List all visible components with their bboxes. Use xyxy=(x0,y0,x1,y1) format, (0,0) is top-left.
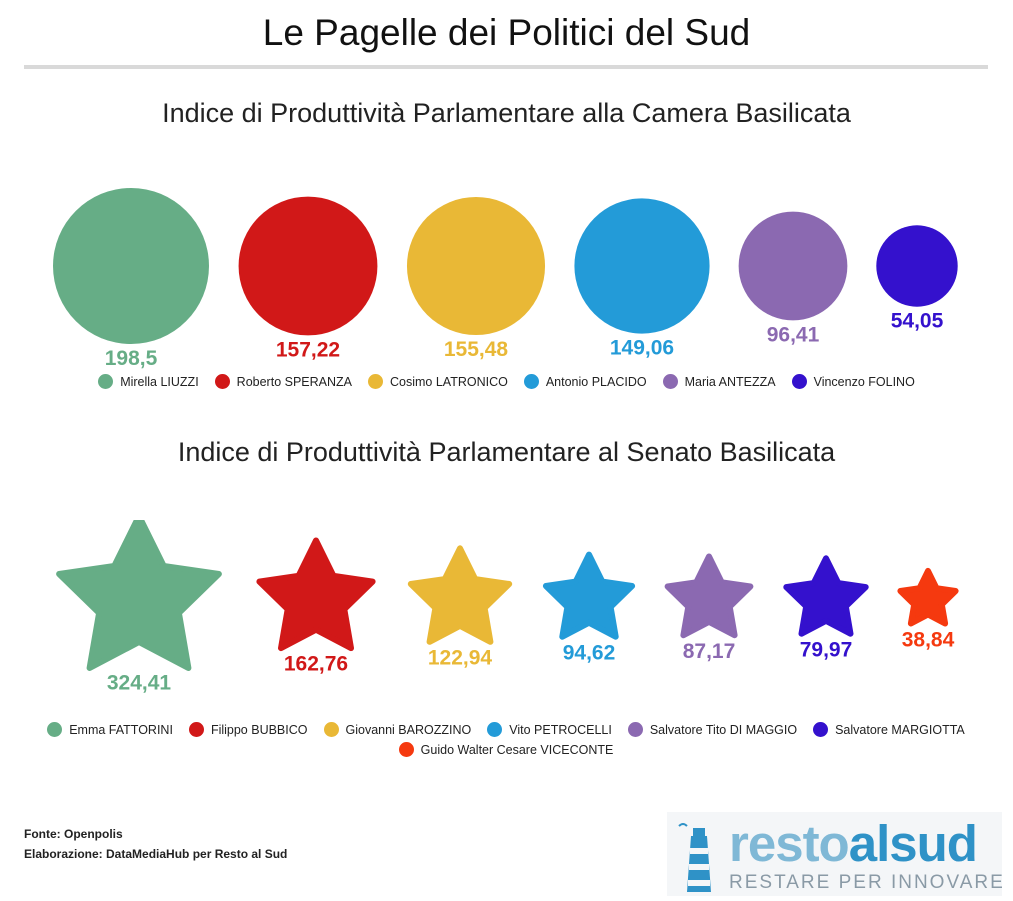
legend-item-salvatore-margiotta: Salvatore MARGIOTTA xyxy=(813,721,965,738)
value-label-roberto-speranza: 157,22 xyxy=(276,338,340,361)
legend-item-cosimo-latronico: Cosimo LATRONICO xyxy=(368,373,508,390)
legend-swatch xyxy=(627,722,643,737)
value-label-maria-antezza: 96,41 xyxy=(767,323,820,346)
legend-item-guido-walter-cesare-viceconte: Guido Walter Cesare VICECONTE xyxy=(398,741,614,758)
footer-notes: Fonte: Openpolis Elaborazione: DataMedia… xyxy=(24,824,287,864)
value-label-salvatore-margiotta: 79,97 xyxy=(800,639,853,662)
star-filippo-bubbico xyxy=(256,537,376,652)
legend-label: Salvatore MARGIOTTA xyxy=(835,722,965,737)
legend-swatch xyxy=(813,722,829,737)
bubble-vincenzo-folino xyxy=(876,225,958,307)
star-guido-walter-cesare-viceconte xyxy=(897,567,959,627)
star-salvatore-margiotta xyxy=(783,555,869,637)
legend-swatch xyxy=(368,374,383,389)
star-salvatore-tito-di-maggio xyxy=(664,553,754,639)
legend-swatch xyxy=(323,722,339,737)
legend-swatch xyxy=(487,722,503,737)
value-label-emma-fattorini: 324,41 xyxy=(107,672,172,695)
camera-chart-title: Indice di Produttività Parlamentare alla… xyxy=(162,98,851,128)
page-title: Le Pagelle dei Politici del Sud xyxy=(262,12,751,53)
logo-wordmark-pre: resto xyxy=(729,815,850,872)
legend-label: Antonio PLACIDO xyxy=(545,374,647,389)
legend-label: Vincenzo FOLINO xyxy=(813,374,915,389)
value-label-mirella-liuzzi: 198,5 xyxy=(105,347,158,370)
legend-label: Salvatore Tito DI MAGGIO xyxy=(649,722,798,737)
value-label-vito-petrocelli: 94,62 xyxy=(563,641,616,664)
legend-swatch xyxy=(47,722,63,737)
legend-item-mirella-liuzzi: Mirella LIUZZI xyxy=(98,373,199,390)
legend-item-emma-fattorini: Emma FATTORINI xyxy=(47,721,173,738)
value-label-guido-walter-cesare-viceconte: 38,84 xyxy=(902,629,955,652)
lighthouse-icon xyxy=(678,823,711,892)
legend-swatch xyxy=(523,374,539,389)
senato-star-chart: 324,41 162,76 122,94 94,62 87,17 79,97 38,84 xyxy=(56,520,959,695)
title-divider xyxy=(24,65,988,69)
logo-tagline: RESTARE PER INNOVARE xyxy=(729,872,1005,893)
senato-chart-title: Indice di Produttività Parlamentare al S… xyxy=(177,437,836,467)
senato-legend: Emma FATTORINI Filippo BUBBICO Giovanni BA… xyxy=(6,721,1006,758)
bubble-mirella-liuzzi xyxy=(53,188,209,344)
legend-item-giovanni-barozzino: Giovanni BAROZZINO xyxy=(323,721,472,738)
legend-label: Mirella LIUZZI xyxy=(120,374,199,389)
credit-note: Elaborazione: DataMediaHub per Resto al … xyxy=(24,847,288,861)
legend-item-salvatore-tito-di-maggio: Salvatore Tito DI MAGGIO xyxy=(627,721,798,738)
bubble-antonio-placido xyxy=(574,198,710,334)
legend-item-maria-antezza: Maria ANTEZZA xyxy=(662,373,776,390)
value-label-antonio-placido: 149,06 xyxy=(610,337,674,360)
value-label-filippo-bubbico: 162,76 xyxy=(284,652,348,675)
legend-item-filippo-bubbico: Filippo BUBBICO xyxy=(188,721,308,738)
star-giovanni-barozzino xyxy=(407,545,513,645)
legend-item-vincenzo-folino: Vincenzo FOLINO xyxy=(791,373,915,390)
camera-legend: Mirella LIUZZI Roberto SPERANZA Cosimo LAT… xyxy=(0,373,1013,390)
legend-swatch xyxy=(98,374,114,389)
camera-bubble-chart: 198,5 157,22 155,48 149,06 96,41 54,05 xyxy=(53,188,958,370)
legend-label: Vito PETROCELLI xyxy=(509,722,612,737)
legend-label: Filippo BUBBICO xyxy=(210,722,308,737)
logo-wordmark-post: alsud xyxy=(848,815,978,872)
legend-item-antonio-placido: Antonio PLACIDO xyxy=(523,373,647,390)
legend-label: Roberto SPERANZA xyxy=(236,374,352,389)
star-vito-petrocelli xyxy=(542,551,636,640)
legend-item-vito-petrocelli: Vito PETROCELLI xyxy=(487,721,612,738)
source-note: Fonte: Openpolis xyxy=(24,827,123,841)
value-label-vincenzo-folino: 54,05 xyxy=(891,310,944,333)
legend-item-roberto-speranza: Roberto SPERANZA xyxy=(214,373,352,390)
legend-label: Guido Walter Cesare VICECONTE xyxy=(420,742,614,757)
legend-swatch xyxy=(662,374,678,389)
legend-swatch xyxy=(791,374,807,389)
legend-label: Cosimo LATRONICO xyxy=(390,374,508,389)
legend-swatch xyxy=(188,722,204,737)
legend-label: Giovanni BAROZZINO xyxy=(345,722,472,737)
logo-wordmark: restoalsud xyxy=(729,814,978,873)
value-label-giovanni-barozzino: 122,94 xyxy=(428,646,493,669)
star-emma-fattorini xyxy=(56,520,222,671)
restoalsud-logo: restoalsud RESTARE PER INNOVARE xyxy=(667,812,1005,896)
value-label-cosimo-latronico: 155,48 xyxy=(444,338,509,361)
bubble-roberto-speranza xyxy=(238,196,378,336)
bubble-maria-antezza xyxy=(738,211,848,321)
legend-swatch xyxy=(214,374,230,389)
legend-swatch xyxy=(398,742,414,757)
legend-label: Maria ANTEZZA xyxy=(684,374,776,389)
legend-label: Emma FATTORINI xyxy=(69,722,173,737)
value-label-salvatore-tito-di-maggio: 87,17 xyxy=(683,640,736,663)
bubble-cosimo-latronico xyxy=(406,196,546,336)
